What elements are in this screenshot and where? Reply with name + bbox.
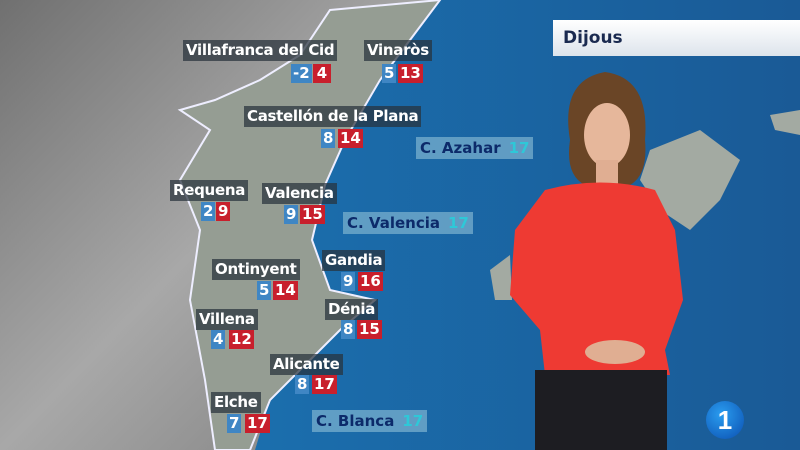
sea-temp: 17 [402, 412, 424, 430]
max-temp: 17 [245, 414, 270, 433]
sea-zone-name: C. Azahar [420, 139, 501, 157]
max-temp: 15 [357, 320, 382, 339]
sea-zone-name: C. Blanca [316, 412, 395, 430]
max-temp: 17 [312, 375, 337, 394]
max-temp: 4 [313, 64, 331, 83]
max-temp: 15 [300, 205, 325, 224]
max-temp: 9 [216, 202, 231, 221]
min-temp: 8 [321, 129, 336, 148]
city-name: Castellón de la Plana [244, 106, 422, 127]
sea-temp-label: C. Valencia 17 [343, 212, 473, 234]
min-temp: 2 [201, 202, 216, 221]
min-temp: -2 [291, 64, 312, 83]
sea-temp-label: C. Blanca 17 [312, 410, 428, 432]
min-temp: 4 [211, 330, 226, 349]
city-name: Elche [211, 392, 261, 413]
ibiza-island [490, 255, 512, 300]
min-temp: 5 [257, 281, 272, 300]
day-banner: Dijous [553, 20, 800, 56]
city-name: Valencia [262, 183, 337, 204]
city-name: Villafranca del Cid [183, 40, 338, 61]
city-name: Dénia [325, 299, 379, 320]
min-temp: 7 [227, 414, 242, 433]
city-name: Villena [196, 309, 258, 330]
max-temp: 14 [273, 281, 298, 300]
city-name: Requena [170, 180, 249, 201]
city-name: Vinaròs [364, 40, 432, 61]
max-temp: 16 [358, 272, 383, 291]
min-temp: 5 [382, 64, 397, 83]
min-temp: 8 [341, 320, 356, 339]
max-temp: 14 [338, 129, 363, 148]
sea-zone-name: C. Valencia [347, 214, 440, 232]
mallorca-island [640, 130, 740, 230]
presenter [510, 72, 683, 450]
city-name: Gandia [322, 250, 386, 271]
sea-temp: 17 [508, 139, 530, 157]
city-name: Alicante [270, 354, 343, 375]
min-temp: 9 [284, 205, 299, 224]
channel-logo: 1 [706, 401, 744, 439]
max-temp: 13 [398, 64, 423, 83]
city-name: Ontinyent [212, 259, 300, 280]
sea-temp-label: C. Azahar 17 [416, 137, 534, 159]
sea-temp: 17 [448, 214, 469, 232]
min-temp: 8 [295, 375, 310, 394]
min-temp: 9 [341, 272, 356, 291]
max-temp: 12 [229, 330, 254, 349]
menorca-island [770, 110, 800, 135]
